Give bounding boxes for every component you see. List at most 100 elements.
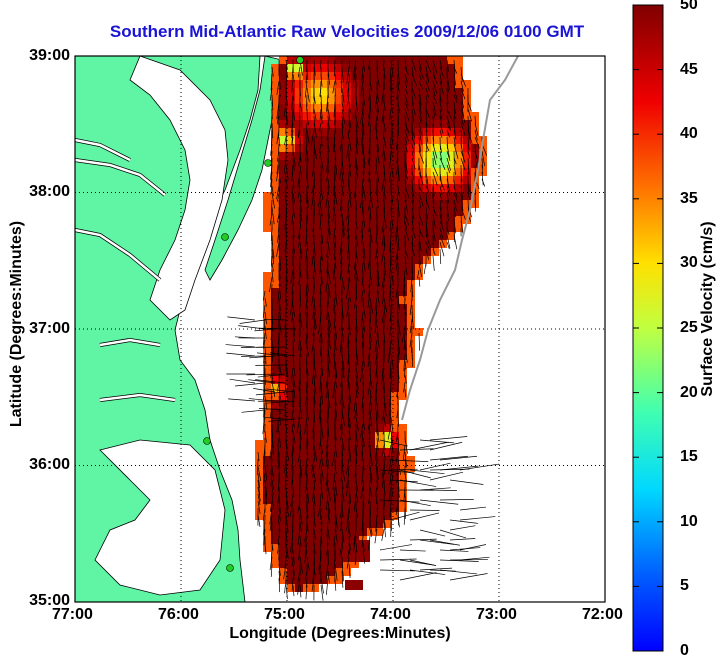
velocity-cell <box>319 536 327 544</box>
velocity-cell <box>271 448 279 456</box>
velocity-cell <box>343 240 351 248</box>
velocity-cell <box>295 80 303 88</box>
velocity-cell <box>431 136 439 144</box>
velocity-cell <box>367 136 375 144</box>
velocity-cell <box>311 424 319 432</box>
velocity-cell <box>319 136 327 144</box>
colorbar-tick-label: 35 <box>680 190 698 208</box>
velocity-cell <box>311 560 319 568</box>
velocity-cell <box>399 384 407 392</box>
velocity-cell <box>295 480 303 488</box>
velocity-cell <box>375 424 383 432</box>
x-tick-label: 73:00 <box>476 606 517 624</box>
station-marker <box>265 160 272 167</box>
velocity-cell <box>479 168 487 176</box>
velocity-cell <box>375 504 383 512</box>
velocity-cell <box>431 120 439 128</box>
velocity-cell <box>399 448 407 456</box>
colorbar-tick-label: 10 <box>680 513 698 531</box>
velocity-cell <box>311 240 319 248</box>
velocity-cell <box>407 344 415 352</box>
velocity-cell <box>383 128 391 136</box>
x-tick-label: 74:00 <box>370 606 411 624</box>
velocity-cell <box>375 152 383 160</box>
velocity-cell <box>263 208 271 216</box>
velocity-cell <box>343 56 351 64</box>
velocity-cell <box>311 216 319 224</box>
velocity-cell <box>255 440 263 448</box>
velocity-cell <box>351 320 359 328</box>
velocity-cell <box>399 208 407 216</box>
velocity-cell <box>359 184 367 192</box>
velocity-cell <box>295 408 303 416</box>
velocity-cell <box>423 152 431 160</box>
velocity-cell <box>343 112 351 120</box>
velocity-cell <box>263 544 271 552</box>
velocity-cell <box>407 240 415 248</box>
velocity-cell <box>287 368 295 376</box>
velocity-cell <box>311 152 319 160</box>
velocity-cell <box>351 224 359 232</box>
velocity-cell <box>343 360 351 368</box>
velocity-cell <box>367 64 375 72</box>
velocity-cell <box>367 512 375 520</box>
velocity-cell <box>295 168 303 176</box>
velocity-cell <box>287 520 295 528</box>
velocity-cell <box>399 152 407 160</box>
velocity-cell <box>279 56 287 64</box>
velocity-cell <box>375 432 383 440</box>
y-axis-label: Latitude (Degrees:Minutes) <box>8 174 26 474</box>
velocity-cell <box>279 64 287 72</box>
velocity-cell <box>295 208 303 216</box>
velocity-cell <box>319 184 327 192</box>
velocity-cell <box>367 120 375 128</box>
velocity-cell <box>343 440 351 448</box>
velocity-cell <box>287 296 295 304</box>
velocity-cell <box>319 360 327 368</box>
velocity-cell <box>351 368 359 376</box>
velocity-cell <box>311 192 319 200</box>
velocity-cell <box>351 312 359 320</box>
velocity-cell <box>415 64 423 72</box>
velocity-cell <box>311 288 319 296</box>
velocity-cell <box>463 144 471 152</box>
x-axis-label: Longitude (Degrees:Minutes) <box>75 625 605 643</box>
velocity-cell <box>431 56 439 64</box>
velocity-cell <box>343 352 351 360</box>
velocity-cell <box>311 232 319 240</box>
velocity-cell <box>295 448 303 456</box>
velocity-cell <box>367 440 375 448</box>
velocity-cell <box>375 200 383 208</box>
velocity-cell <box>327 440 335 448</box>
velocity-cell <box>407 184 415 192</box>
velocity-cell <box>327 576 335 584</box>
velocity-cell <box>351 248 359 256</box>
velocity-cell <box>287 392 295 400</box>
velocity-cell <box>319 392 327 400</box>
velocity-cell <box>327 448 335 456</box>
velocity-cell <box>375 64 383 72</box>
velocity-cell <box>319 424 327 432</box>
velocity-cell <box>351 200 359 208</box>
velocity-cell <box>311 176 319 184</box>
velocity-cell <box>319 520 327 528</box>
colorbar-tick-label: 30 <box>680 254 698 272</box>
velocity-cell <box>343 200 351 208</box>
velocity-cell <box>351 432 359 440</box>
station-marker <box>227 565 234 572</box>
velocity-cell <box>263 200 271 208</box>
velocity-cell <box>407 208 415 216</box>
velocity-cell <box>407 272 415 280</box>
velocity-cell <box>319 272 327 280</box>
velocity-cell <box>375 176 383 184</box>
velocity-cell <box>423 192 431 200</box>
velocity-cell <box>343 384 351 392</box>
velocity-cell <box>295 200 303 208</box>
velocity-cell <box>263 432 271 440</box>
velocity-cell <box>311 440 319 448</box>
x-tick-label: 77:00 <box>52 606 93 624</box>
velocity-cell <box>343 88 351 96</box>
velocity-cell <box>383 56 391 64</box>
velocity-cell <box>311 480 319 488</box>
velocity-cell <box>311 208 319 216</box>
